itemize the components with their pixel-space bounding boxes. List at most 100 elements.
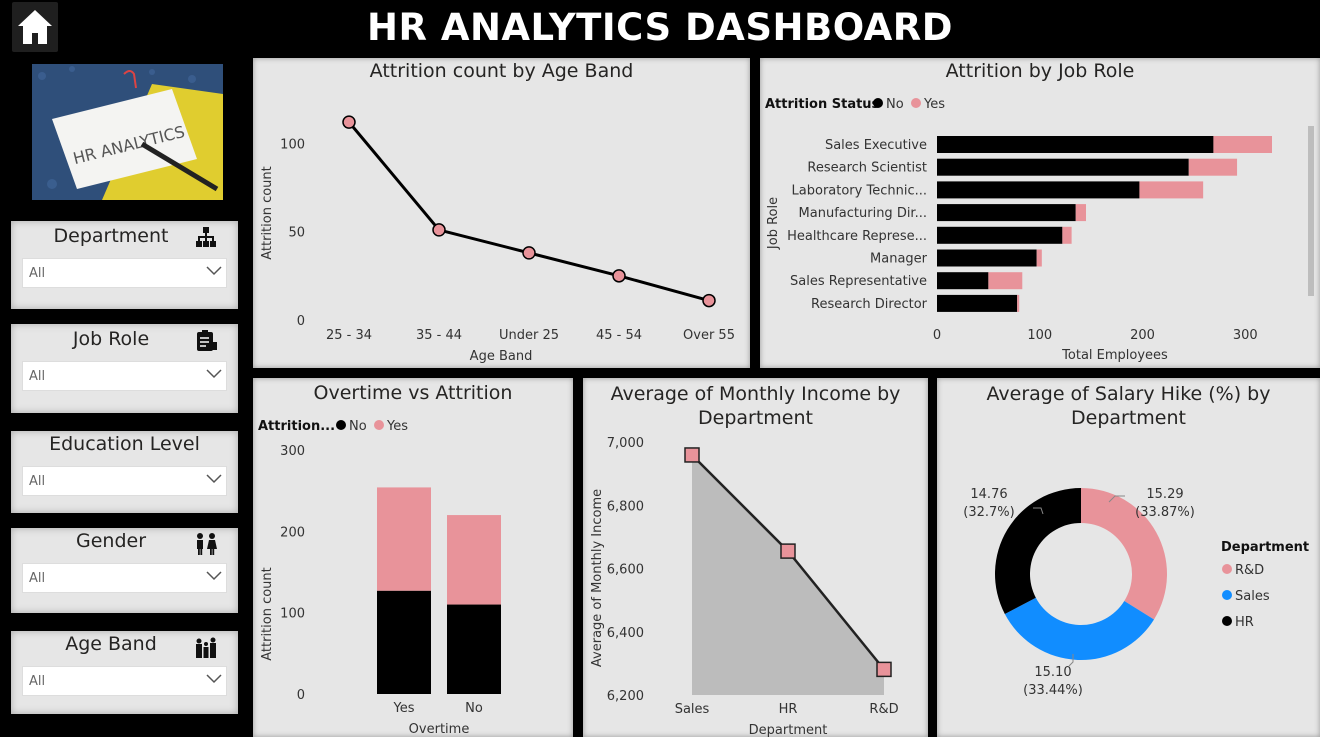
bar-yes [1036,249,1042,267]
y-tick-label: 0 [297,688,305,703]
bar-yes [377,487,431,591]
panel-attrition-age: Attrition count by Age Band 0 50 100 Attrit… [253,58,750,368]
y-tick-label: Manager [870,252,928,267]
y-tick-label: 50 [288,226,305,241]
data-label-percent: (33.44%) [1023,683,1083,698]
x-axis-label: Total Employees [1061,348,1168,363]
chevron-down-icon [206,474,222,484]
education-level-dropdown[interactable]: All [22,466,227,496]
y-tick-label: Manufacturing Dir... [799,206,927,221]
y-tick-label: 6,800 [607,499,644,514]
y-tick-label: 100 [280,137,305,152]
x-tick-label: 300 [1233,328,1258,343]
data-label-percent: (33.87%) [1135,505,1195,520]
age-band-dropdown[interactable]: All [22,666,227,696]
y-tick-label: 6,600 [607,563,644,578]
y-axis-label: Job Role [766,197,781,250]
dropdown-value: All [29,369,46,384]
x-tick-label: Over 55 [683,328,735,343]
overtime-chart: Attrition... No Yes 0 100 200 300 Attrition cou… [258,419,501,737]
x-tick-label: Yes [393,701,415,716]
legend-label: Sales [1235,589,1270,604]
x-tick-label: 45 - 54 [596,328,642,343]
home-icon [18,10,52,44]
family-icon [196,637,216,658]
chevron-down-icon [206,369,222,379]
legend-marker-no [336,420,346,430]
bar-no [937,158,1189,176]
panel-attrition-role: Attrition by Job Role Attrition Status No… [760,58,1320,368]
page-title: HR ANALYTICS DASHBOARD [366,6,954,49]
donut-slice-sales [1004,597,1155,660]
job-role-dropdown[interactable]: All [22,361,227,391]
age-band-chart: 0 50 100 Attrition count Age Band 25 - 34 35 -… [260,115,735,364]
chart-title: Overtime vs Attrition [313,382,513,404]
home-button[interactable] [12,2,58,52]
people-icon [197,533,217,555]
bar-yes [1188,158,1238,176]
x-tick-label: 200 [1130,328,1155,343]
slicer-job-role: Job Role All [11,324,238,413]
bar-no [937,249,1037,267]
bar-yes [447,515,501,605]
donut-slice-hr [995,488,1081,614]
slicer-education-level: Education Level All [11,431,238,513]
area-fill [692,454,884,695]
x-axis-label: Department [749,723,828,737]
bar-yes [1139,181,1204,199]
y-tick-label: Laboratory Technic... [792,183,927,198]
gender-dropdown[interactable]: All [22,563,227,593]
donut-slice-rd [1081,488,1167,620]
chart-title: Average of Salary Hike (%) by Department [986,383,1271,429]
y-tick-label: 200 [280,525,305,540]
data-point [522,246,536,260]
chart-title: Average of Monthly Income by Department [610,383,901,429]
x-tick-label: 25 - 34 [326,328,372,343]
dropdown-value: All [29,474,46,489]
legend-label: No [349,419,367,434]
data-point [702,293,716,308]
chevron-down-icon [206,571,222,581]
bar-no [937,226,1063,244]
x-axis-label: Overtime [409,722,470,737]
y-axis-label: Average of Monthly Income [590,489,605,667]
y-tick-label: Sales Representative [790,274,927,289]
bar-no [937,204,1076,222]
clipboard-icon [197,330,217,351]
scrollbar[interactable] [1308,126,1314,296]
legend-label: HR [1235,615,1254,630]
x-axis-label: Age Band [470,349,533,364]
title-bar [0,0,1320,56]
slicer-department: Department All [11,221,238,309]
legend-marker-yes [374,420,384,430]
y-tick-label: Healthcare Represe... [787,229,927,244]
y-axis-label: Attrition count [260,567,275,661]
x-tick-label: 100 [1027,328,1052,343]
bar-no [937,181,1140,199]
leader-line [1033,507,1044,515]
data-point [876,661,892,678]
x-tick-label: Sales [675,702,710,717]
bar-yes [1017,294,1020,312]
y-axis-label: Attrition count [260,166,275,260]
bar-yes [1213,136,1272,153]
bar-no [937,294,1018,312]
org-chart-icon [196,227,216,247]
chevron-down-icon [206,674,222,684]
y-tick-label: 6,200 [607,689,644,704]
data-label-value: 14.76 [970,487,1007,502]
bar-yes [1062,226,1072,244]
legend-title: Attrition... [258,419,335,434]
slicer-label: Department [53,225,169,247]
data-label-value: 15.10 [1034,665,1071,680]
data-point [342,115,356,129]
bar-no [447,604,501,694]
data-label-value: 15.29 [1146,487,1183,502]
y-tick-label: 300 [280,444,305,459]
y-tick-label: 6,400 [607,626,644,641]
panel-salary-hike: Average of Salary Hike (%) by Department… [937,378,1320,737]
x-tick-label: No [465,701,483,716]
legend-marker-yes [911,98,921,108]
slicer-label: Gender [75,530,147,552]
department-dropdown[interactable]: All [22,258,227,288]
